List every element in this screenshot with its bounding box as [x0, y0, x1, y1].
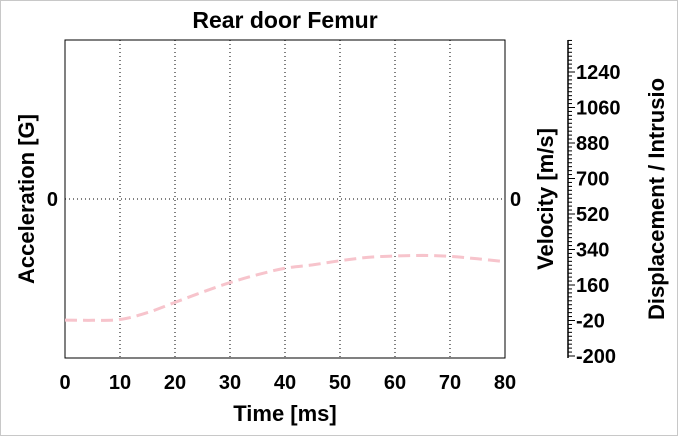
x-tick-label: 60	[384, 372, 406, 394]
left-tick-label: 0	[47, 189, 58, 211]
chart-title: Rear door Femur	[192, 7, 377, 33]
x-tick-label: 70	[439, 372, 461, 394]
displacement-tick-label: -20	[576, 311, 605, 333]
series-group	[64, 253, 506, 322]
displacement-tick-label: 1240	[576, 62, 621, 84]
displacement-axis-label: Displacement / Intrusio	[644, 78, 669, 320]
x-tick-label: 10	[109, 372, 131, 394]
x-axis: 0 10 20 30 40 50 60 70 80	[59, 372, 516, 394]
x-tick-label: 80	[494, 372, 516, 394]
displacement-tick-label: 160	[576, 275, 609, 297]
displacement-tick-label: 1060	[576, 98, 621, 120]
x-tick-label: 40	[274, 372, 296, 394]
displacement-tick-label: 340	[576, 240, 609, 262]
displacement-tick-label: 700	[576, 169, 609, 191]
x-tick-label: 30	[219, 372, 241, 394]
x-tick-label: 20	[164, 372, 186, 394]
displacement-axis: 1240 1060 880 700 520 340 160 -20 -200	[568, 39, 621, 368]
grid	[65, 40, 505, 358]
series-line	[64, 253, 506, 322]
velocity-axis-label: Velocity [m/s]	[533, 128, 558, 270]
velocity-tick-label: 0	[510, 189, 521, 211]
left-y-axis-label: Acceleration [G]	[14, 114, 39, 284]
x-axis-label: Time [ms]	[233, 401, 337, 426]
displacement-tick-label: 880	[576, 133, 609, 155]
x-tick-label: 50	[329, 372, 351, 394]
left-y-axis: 0	[47, 189, 58, 211]
x-tick-label: 0	[59, 372, 70, 394]
velocity-axis: 0	[510, 189, 521, 211]
displacement-tick-label: -200	[576, 346, 616, 368]
displacement-tick-label: 520	[576, 204, 609, 226]
